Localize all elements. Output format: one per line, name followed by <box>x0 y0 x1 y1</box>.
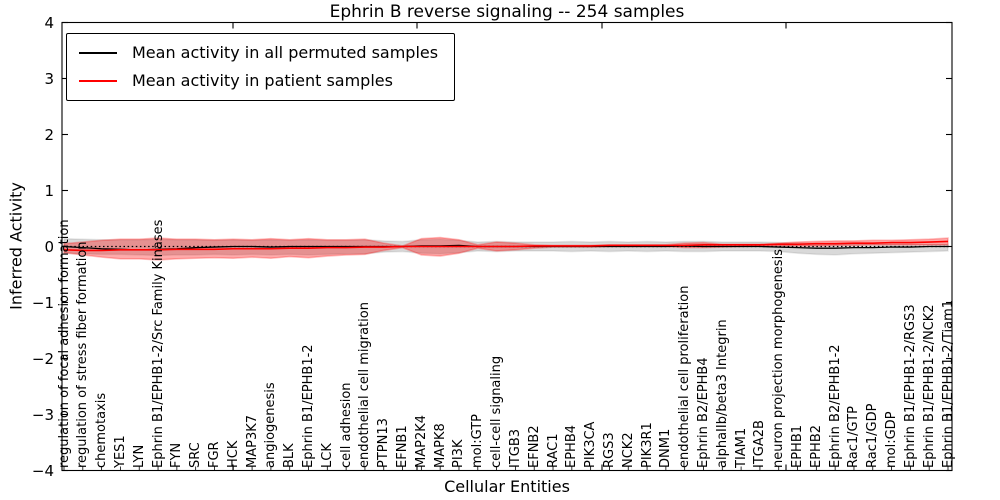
patient-mean-line <box>63 240 949 252</box>
legend-patient-label: Mean activity in patient samples <box>132 71 393 90</box>
y-tick-label: 2 <box>44 126 54 144</box>
x-axis-label: Cellular Entities <box>444 477 570 496</box>
legend-entry-patient: Mean activity in patient samples <box>79 71 438 91</box>
legend-permuted-label: Mean activity in all permuted samples <box>132 43 439 62</box>
y-tick-label: 4 <box>44 14 54 32</box>
y-tick-label: −1 <box>32 294 54 312</box>
y-tick-label: 1 <box>44 182 54 200</box>
legend: Mean activity in all permuted samples Me… <box>66 33 456 101</box>
legend-entry-permuted: Mean activity in all permuted samples <box>79 43 438 63</box>
y-tick-label: −3 <box>32 406 54 424</box>
patient-samples-range-band <box>63 236 949 261</box>
y-tick-label: −2 <box>32 350 54 368</box>
legend-patient-line-icon <box>79 80 117 82</box>
legend-permuted-line-icon <box>79 52 117 54</box>
y-tick-label: 3 <box>44 70 54 88</box>
chart-title: Ephrin B reverse signaling -- 254 sample… <box>329 2 685 22</box>
y-tick-label: 0 <box>44 238 54 256</box>
y-tick-label: −4 <box>32 462 54 480</box>
